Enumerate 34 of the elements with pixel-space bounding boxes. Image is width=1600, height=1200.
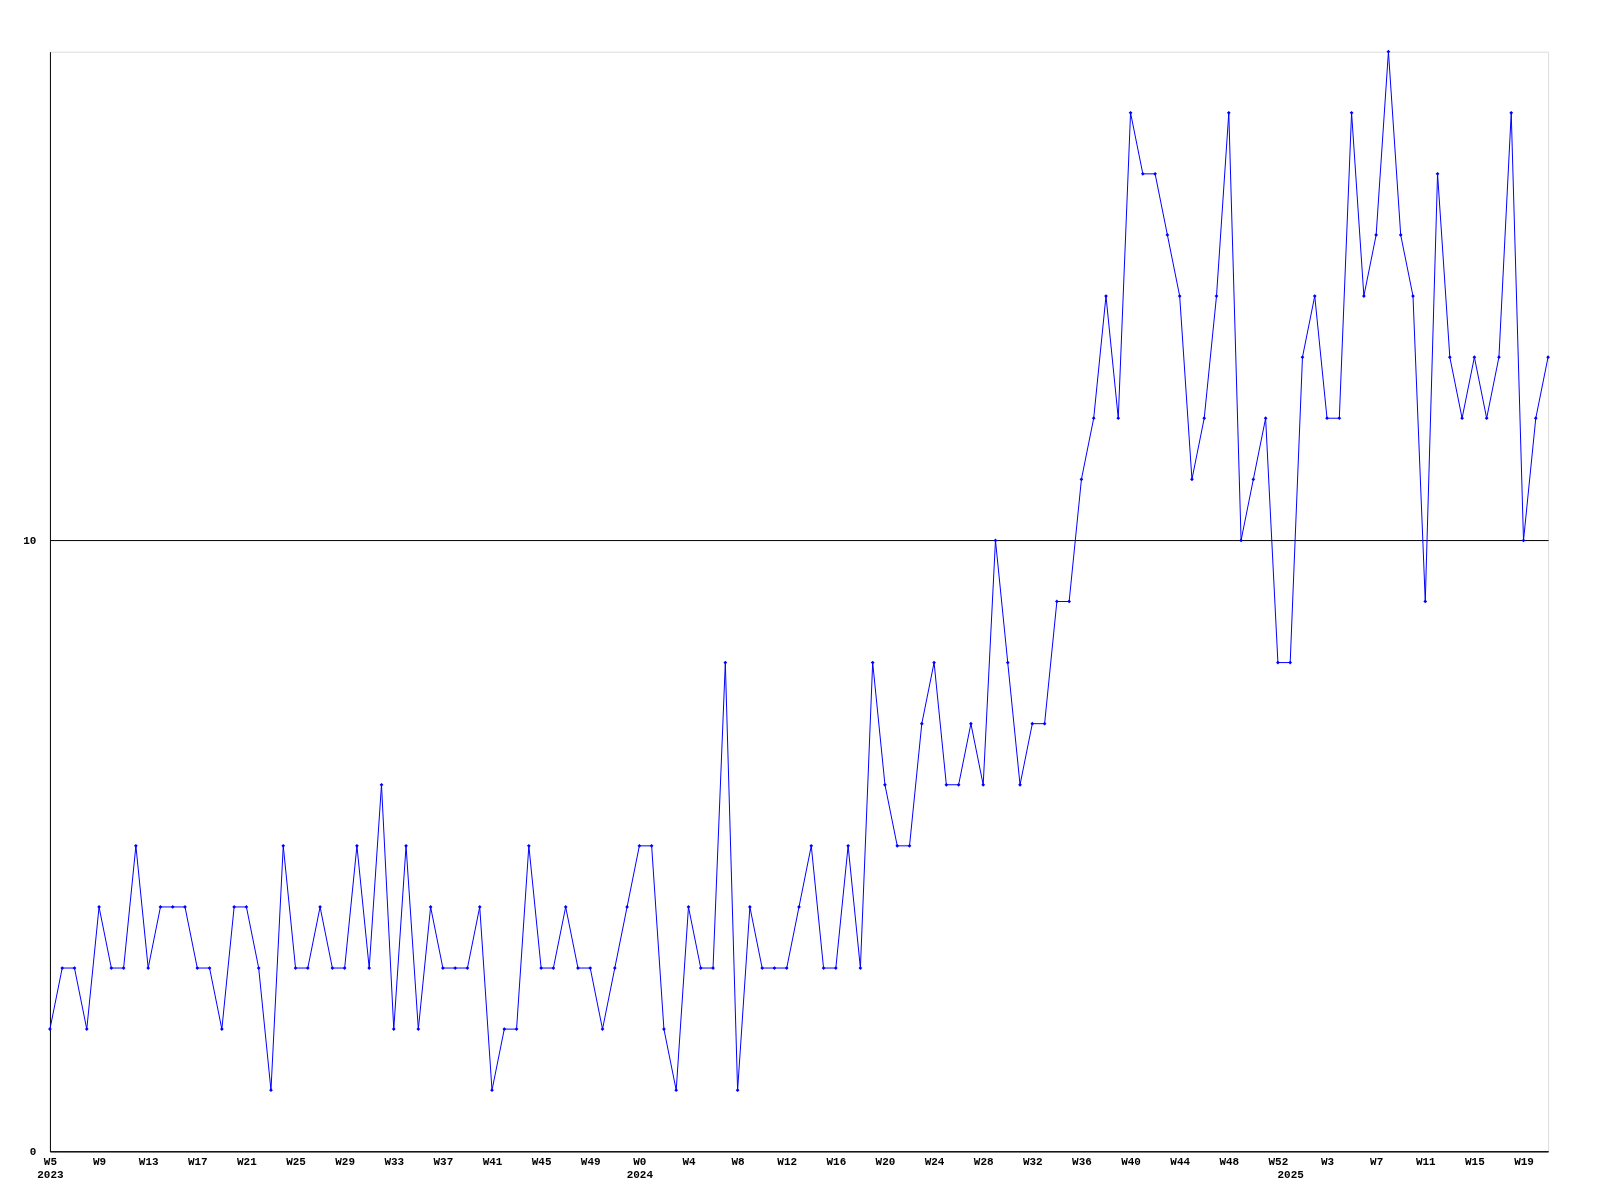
x-tick-label: W32 [1022, 1155, 1043, 1168]
x-tick-label: W33 [384, 1155, 405, 1168]
x-tick-label: W20 [875, 1155, 896, 1168]
x-tick-label: W11 [1415, 1155, 1437, 1168]
x-tick-label: W17 [187, 1155, 208, 1168]
x-tick-label: W49 [580, 1155, 601, 1168]
x-tick-label: W44 [1170, 1155, 1191, 1168]
x-tick-label: W13 [138, 1155, 159, 1168]
x-tick-label: W24 [924, 1155, 945, 1168]
x-tick-label: W9 [92, 1155, 107, 1168]
x-tick-label: W36 [1072, 1155, 1092, 1168]
x-tick-label: W7 [1370, 1155, 1384, 1168]
y-tick-label: 10 [23, 534, 37, 547]
x-tick-label: W21 [237, 1155, 258, 1168]
x-tick-label: W25 [286, 1155, 307, 1168]
x-tick-label: W15 [1465, 1155, 1486, 1168]
x-tick-label: W16 [826, 1155, 847, 1168]
x-tick-label: W8 [731, 1155, 745, 1168]
x-tick-label: W12 [777, 1155, 798, 1168]
x-tick-label: 2025 [1277, 1168, 1305, 1181]
x-tick-label: W29 [335, 1155, 356, 1168]
x-tick-label: W41 [482, 1155, 503, 1168]
x-tick-label: W3 [1320, 1155, 1335, 1168]
y-tick-label: 0 [29, 1145, 37, 1158]
x-tick-label: W52 [1268, 1155, 1289, 1168]
x-tick-label: W19 [1514, 1155, 1534, 1168]
x-tick-label: W48 [1219, 1155, 1240, 1168]
x-tick-label: W45 [531, 1155, 552, 1168]
x-tick-label: W5 2023 [37, 1155, 65, 1181]
x-tick-label: W0 2024 [626, 1155, 654, 1181]
x-tick-label: W4 [682, 1155, 696, 1168]
x-tick-label: W40 [1121, 1155, 1141, 1168]
x-tick-label: W37 [433, 1155, 454, 1168]
x-tick-label: W28 [973, 1155, 994, 1168]
